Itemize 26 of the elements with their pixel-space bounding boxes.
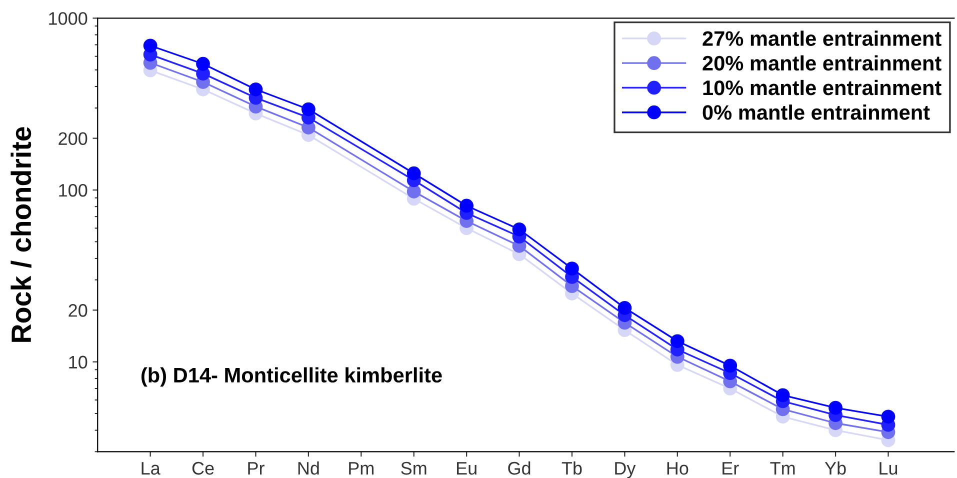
y-tick-label: 20	[68, 304, 88, 317]
annotation: (b) D14- Monticellite kimberlite	[141, 367, 442, 387]
x-tick-label: Sm	[401, 462, 426, 475]
x-tick-label: Eu	[457, 462, 476, 475]
y-tick-label: 10	[69, 356, 88, 369]
x-tick-label: La	[142, 462, 160, 475]
x-tick-label: Tm	[770, 462, 795, 475]
y-tick-label: 200	[58, 132, 88, 145]
x-tick-label: Er	[722, 462, 739, 475]
x-tick-label: Gd	[508, 461, 530, 475]
legend-label: 10% mantle entrainment	[703, 80, 942, 96]
legend-label: 20% mantle entrainment	[702, 55, 942, 71]
x-tick-label: Ho	[667, 462, 688, 475]
x-tick-label: Yb	[824, 461, 846, 475]
x-tick-label: Pm	[349, 462, 374, 475]
y-tick-label: 100	[59, 184, 88, 197]
legend-label: 27% mantle entrainment	[702, 30, 942, 46]
y-tick-label: 1000	[49, 12, 88, 25]
x-tick-label: Tb	[562, 461, 582, 475]
y-axis-title: Rock / chondrite	[10, 127, 32, 342]
x-tick-label: Dy	[615, 462, 636, 478]
legend-label: 0% mantle entrainment	[702, 104, 930, 120]
x-tick-label: Pr	[248, 462, 264, 475]
x-tick-label: Lu	[880, 462, 898, 475]
x-tick-label: Nd	[298, 461, 319, 475]
x-tick-label: Ce	[192, 462, 214, 475]
